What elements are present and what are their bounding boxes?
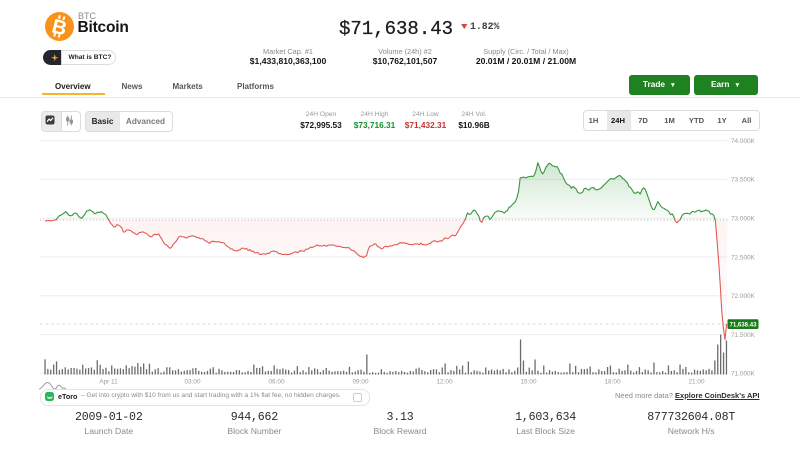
- svg-text:06:00: 06:00: [269, 379, 285, 386]
- svg-text:71,638.43: 71,638.43: [729, 322, 757, 329]
- svg-text:Apr 11: Apr 11: [99, 379, 118, 386]
- svg-text:71.500K: 71.500K: [731, 332, 756, 339]
- svg-text:18:00: 18:00: [605, 379, 621, 386]
- svg-text:71.000K: 71.000K: [731, 371, 756, 378]
- svg-text:03:00: 03:00: [185, 379, 201, 386]
- svg-text:73.000K: 73.000K: [731, 216, 756, 223]
- svg-text:72.500K: 72.500K: [731, 254, 756, 261]
- svg-text:09:00: 09:00: [353, 379, 369, 386]
- svg-text:74.000K: 74.000K: [731, 138, 756, 145]
- svg-text:15:00: 15:00: [521, 379, 537, 386]
- svg-text:72.000K: 72.000K: [731, 293, 756, 300]
- svg-text:21:00: 21:00: [689, 379, 705, 386]
- svg-text:12:00: 12:00: [437, 379, 453, 386]
- svg-text:73.500K: 73.500K: [731, 177, 756, 184]
